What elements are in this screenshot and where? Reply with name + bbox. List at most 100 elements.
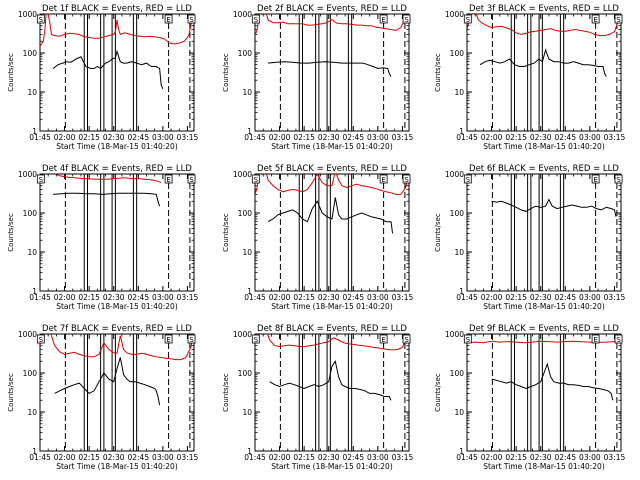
events-series-line [53, 192, 161, 207]
y-axis-label: Counts/sec [7, 373, 15, 412]
x-axis-label: Start Time (18-Mar-15 01:40:20) [483, 462, 605, 471]
x-tick-label: 01:45 [244, 293, 266, 302]
x-axis-label: Start Time (18-Mar-15 01:40:20) [271, 142, 393, 151]
x-tick-label: 02:30 [318, 133, 340, 142]
y-axis-label: Counts/sec [222, 53, 230, 92]
panel-title: Det 5f BLACK = Events, RED = LLD [257, 164, 407, 174]
x-tick-label: 02:30 [103, 453, 125, 462]
events-series-line [491, 362, 614, 401]
events-series-line [267, 197, 394, 234]
x-tick-label: 02:15 [293, 133, 315, 142]
y-tick-label: 100 [450, 209, 465, 218]
plot-frame [39, 333, 195, 452]
y-tick-label: 10 [454, 408, 464, 417]
x-tick-label: 02:15 [505, 133, 527, 142]
x-tick-label: 02:15 [78, 133, 100, 142]
y-tick-label: 1 [459, 447, 464, 456]
marker-label: S [616, 16, 621, 24]
panel-title: Det 1f BLACK = Events, RED = LLD [42, 4, 192, 14]
y-tick-label: 10 [242, 88, 252, 97]
x-tick-label: 02:30 [103, 293, 125, 302]
x-tick-label: 02:45 [554, 293, 576, 302]
x-tick-label: 02:00 [54, 293, 76, 302]
plot-frame [254, 13, 410, 132]
x-tick-label: 02:30 [318, 293, 340, 302]
y-tick-label: 1000 [233, 330, 252, 339]
marker-box [379, 14, 388, 24]
x-tick-label: 03:00 [367, 133, 389, 142]
x-tick-label: 02:15 [505, 453, 527, 462]
x-tick-label: 03:00 [579, 293, 601, 302]
x-tick-label: 02:30 [530, 133, 552, 142]
y-tick-label: 1000 [445, 10, 464, 19]
x-tick-label: 03:00 [152, 133, 174, 142]
marker-label: S [39, 16, 44, 24]
x-tick-label: 02:00 [269, 133, 291, 142]
x-tick-label: 01:45 [244, 453, 266, 462]
x-axis-label: Start Time (18-Mar-15 01:40:20) [56, 302, 178, 311]
marker-box [591, 174, 600, 184]
marker-box [251, 334, 260, 344]
marker-box [591, 14, 600, 24]
plot-frame [466, 333, 622, 452]
panel-8: Det 8f BLACK = Events, RED = LLD 1 10 100 10… [222, 324, 413, 471]
panel-7: Det 7f BLACK = Events, RED = LLD 1 10 100 10… [7, 324, 198, 471]
x-tick-label: 02:30 [318, 453, 340, 462]
events-series-line [268, 61, 392, 77]
marker-label: S [189, 176, 194, 184]
panel-4: Det 4f BLACK = Events, RED = LLD 1 10 100 10… [7, 164, 199, 311]
marker-box [402, 14, 411, 24]
marker-box [164, 174, 173, 184]
marker-box [463, 334, 472, 344]
plot-frame [39, 173, 195, 292]
x-tick-label: 02:00 [269, 293, 291, 302]
marker-box [164, 14, 173, 24]
marker-box [463, 14, 472, 24]
marker-label: S [189, 16, 194, 24]
marker-label: E [593, 176, 597, 184]
marker-box [164, 334, 173, 344]
x-tick-label: 03:15 [177, 293, 199, 302]
x-tick-label: 03:15 [604, 293, 626, 302]
events-series-line [269, 360, 392, 401]
panel-title: Det 7f BLACK = Events, RED = LLD [42, 324, 192, 334]
marker-label: S [254, 16, 259, 24]
y-tick-label: 10 [242, 408, 252, 417]
marker-label: E [166, 336, 170, 344]
x-tick-label: 02:15 [505, 293, 527, 302]
marker-label: E [381, 176, 385, 184]
y-axis-label: Counts/sec [434, 53, 442, 92]
events-series-line [479, 48, 607, 77]
panel-9: Det 9f BLACK = Events, RED = LLD 1 10 100 10… [434, 324, 625, 471]
marker-box [187, 334, 196, 344]
x-tick-label: 02:45 [127, 133, 149, 142]
x-tick-label: 02:15 [293, 293, 315, 302]
y-axis-label: Counts/sec [434, 213, 442, 252]
plot-frame [466, 13, 622, 132]
x-tick-label: 01:45 [456, 453, 478, 462]
panel-title: Det 3f BLACK = Events, RED = LLD [469, 4, 619, 14]
x-tick-label: 03:00 [579, 133, 601, 142]
x-tick-label: 02:00 [54, 133, 76, 142]
x-tick-label: 03:00 [579, 453, 601, 462]
marker-box [187, 174, 196, 184]
marker-label: E [593, 336, 597, 344]
y-tick-label: 100 [238, 209, 253, 218]
marker-box [36, 14, 45, 24]
y-tick-label: 1 [459, 287, 464, 296]
marker-label: S [254, 176, 259, 184]
x-tick-label: 02:45 [127, 293, 149, 302]
x-tick-label: 01:45 [244, 133, 266, 142]
x-tick-label: 02:45 [342, 293, 364, 302]
marker-box [402, 174, 411, 184]
marker-label: E [166, 16, 170, 24]
marker-box [251, 14, 260, 24]
marker-label: S [404, 336, 409, 344]
y-tick-label: 10 [27, 88, 37, 97]
x-tick-label: 02:45 [554, 453, 576, 462]
marker-label: S [616, 336, 621, 344]
y-tick-label: 100 [238, 369, 253, 378]
y-tick-label: 10 [454, 248, 464, 257]
events-series-line [491, 198, 617, 217]
panel-title: Det 6f BLACK = Events, RED = LLD [469, 164, 619, 174]
